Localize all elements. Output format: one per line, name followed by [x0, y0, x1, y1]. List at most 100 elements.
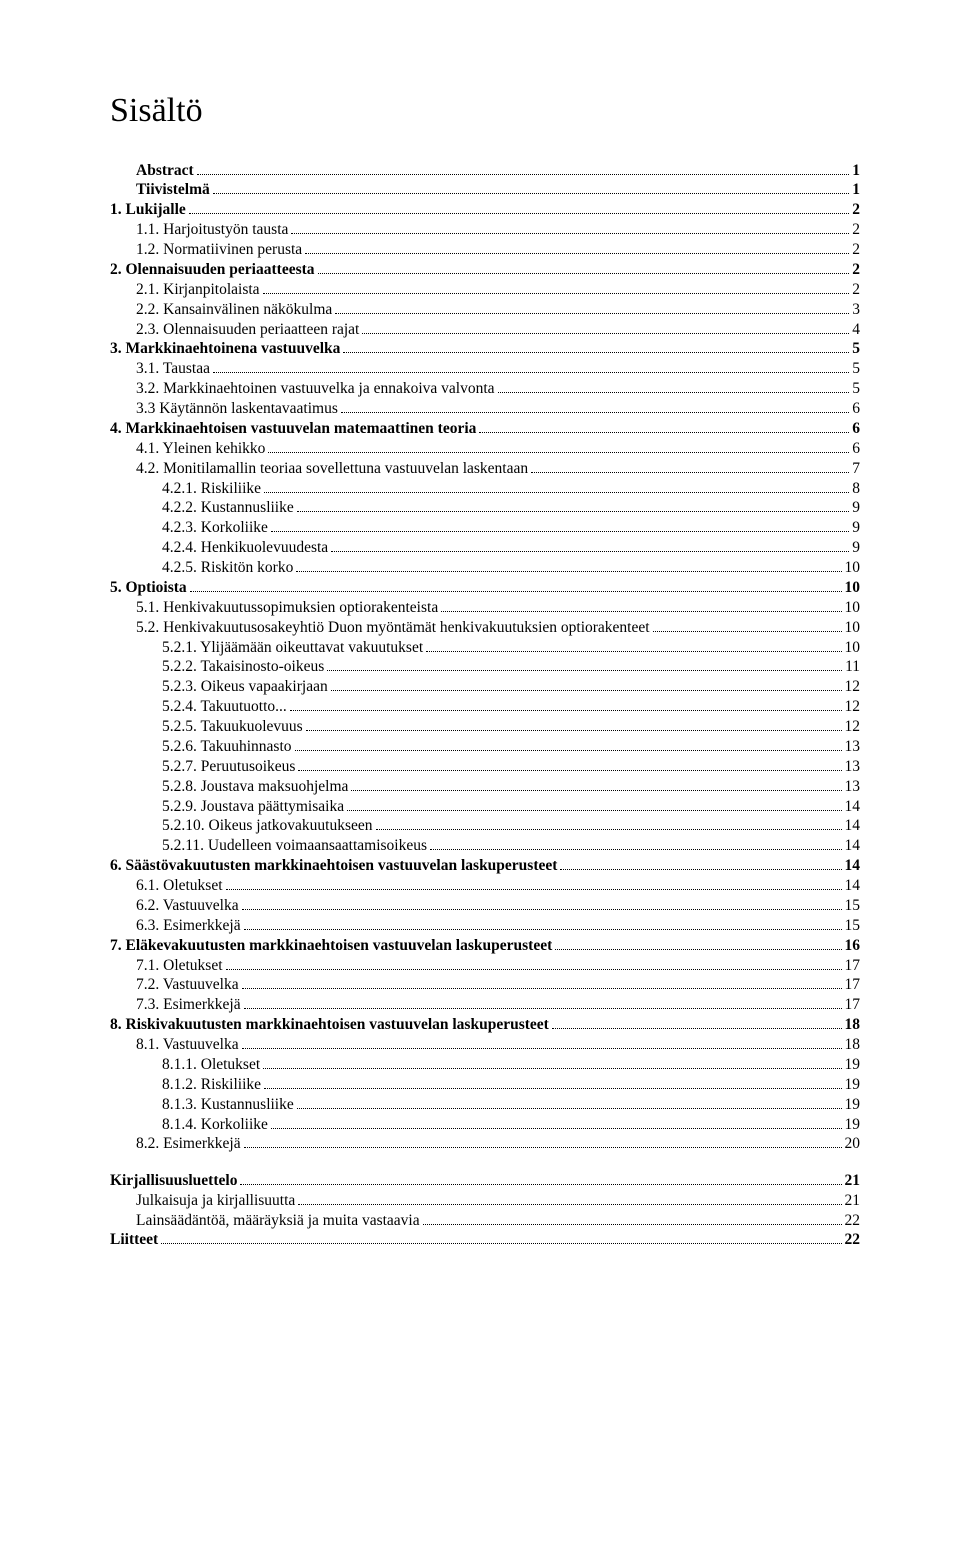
toc-row: 4.2. Monitilamallin teoriaa sovellettuna… [110, 459, 860, 478]
toc-leader-dots [306, 730, 842, 731]
toc-entry-page: 4 [852, 320, 860, 339]
toc-leader-dots [213, 372, 849, 373]
toc-entry-label: Julkaisuja ja kirjallisuutta [136, 1191, 295, 1210]
toc-entry-label: 5.2.2. Takaisinosto-oikeus [162, 657, 324, 676]
toc-entry-page: 5 [852, 379, 860, 398]
toc-entry-label: 2.3. Olennaisuuden periaatteen rajat [136, 320, 359, 339]
toc-row: 5.2.11. Uudelleen voimaansaattamisoikeus… [110, 836, 860, 855]
toc-row: 8.1. Vastuuvelka 18 [110, 1035, 860, 1054]
toc-row: 5.2.10. Oikeus jatkovakuutukseen 14 [110, 816, 860, 835]
toc-row: 5.1. Henkivakuutussopimuksien optioraken… [110, 598, 860, 617]
toc-leader-dots [426, 651, 841, 652]
toc-row: 6.1. Oletukset14 [110, 876, 860, 895]
toc-entry-page: 2 [852, 240, 860, 259]
toc-leader-dots [318, 273, 850, 274]
toc-entry-label: Tiivistelmä [136, 180, 210, 199]
toc-entry-page: 13 [845, 777, 861, 796]
toc-leader-dots [226, 889, 842, 890]
toc-leader-dots [244, 1147, 842, 1148]
toc-entry-label: 4.2. Monitilamallin teoriaa sovellettuna… [136, 459, 528, 478]
toc-row: 5.2. Henkivakuutusosakeyhtiö Duon myöntä… [110, 618, 860, 637]
toc-entry-page: 17 [845, 995, 861, 1014]
toc-entry-label: 5.2.9. Joustava päättymisaika [162, 797, 344, 816]
toc-entry-label: 8.1.3. Kustannusliike [162, 1095, 294, 1114]
toc-row: 5.2.7. Peruutusoikeus13 [110, 757, 860, 776]
toc-leader-dots [297, 1108, 842, 1109]
toc-entry-label: 2.1. Kirjanpitolaista [136, 280, 260, 299]
toc-entry-label: 8.1. Vastuuvelka [136, 1035, 239, 1054]
toc-entry-page: 11 [845, 657, 860, 676]
toc-row: 2.3. Olennaisuuden periaatteen rajat 4 [110, 320, 860, 339]
toc-entry-page: 10 [845, 558, 861, 577]
toc-row: 8.2. Esimerkkejä 20 [110, 1134, 860, 1153]
toc-entry-label: Lainsäädäntöä, määräyksiä ja muita vasta… [136, 1211, 420, 1230]
toc-row: 4.1. Yleinen kehikko6 [110, 439, 860, 458]
toc-leader-dots [295, 750, 842, 751]
toc-leader-dots [560, 869, 841, 870]
toc-row: 5.2.4. Takuutuotto...12 [110, 697, 860, 716]
toc-entry-label: 6.1. Oletukset [136, 876, 223, 895]
toc-entry-label: 8. Riskivakuutusten markkinaehtoisen vas… [110, 1015, 549, 1034]
toc-entry-page: 22 [845, 1211, 861, 1230]
toc-leader-dots [441, 611, 841, 612]
table-of-contents: Abstract1Tiivistelmä11. Lukijalle21.1. H… [110, 161, 860, 1154]
toc-row: 4.2.3. Korkoliike9 [110, 518, 860, 537]
toc-entry-label: 5.2.10. Oikeus jatkovakuutukseen [162, 816, 373, 835]
toc-entry-page: 18 [845, 1035, 861, 1054]
toc-entry-page: 20 [845, 1134, 861, 1153]
toc-entry-label: 8.1.1. Oletukset [162, 1055, 260, 1074]
toc-entry-label: 4.2.1. Riskiliike [162, 479, 261, 498]
toc-row: 8.1.2. Riskiliike19 [110, 1075, 860, 1094]
toc-leader-dots [290, 710, 842, 711]
toc-row: 3.2. Markkinaehtoinen vastuuvelka ja enn… [110, 379, 860, 398]
toc-entry-page: 22 [845, 1230, 861, 1249]
toc-row: 4. Markkinaehtoisen vastuuvelan matemaat… [110, 419, 860, 438]
toc-row: Tiivistelmä1 [110, 180, 860, 199]
toc-entry-page: 5 [852, 359, 860, 378]
toc-entry-label: 3.3 Käytännön laskentavaatimus [136, 399, 338, 418]
toc-entry-label: 5.2. Henkivakuutusosakeyhtiö Duon myöntä… [136, 618, 650, 637]
toc-entry-label: 5.2.8. Joustava maksuohjelma [162, 777, 348, 796]
toc-entry-label: 5.1. Henkivakuutussopimuksien optioraken… [136, 598, 438, 617]
toc-entry-page: 12 [845, 697, 861, 716]
toc-row: Lainsäädäntöä, määräyksiä ja muita vasta… [110, 1211, 860, 1230]
toc-entry-page: 14 [845, 797, 861, 816]
toc-entry-page: 13 [845, 737, 861, 756]
toc-entry-page: 14 [845, 816, 861, 835]
toc-row: 7.3. Esimerkkejä17 [110, 995, 860, 1014]
toc-entry-label: 6. Säästövakuutusten markkinaehtoisen va… [110, 856, 557, 875]
toc-leader-dots [271, 1128, 842, 1129]
toc-entry-label: 5.2.6. Takuuhinnasto [162, 737, 292, 756]
toc-row: 1. Lukijalle2 [110, 200, 860, 219]
toc-entry-page: 18 [845, 1015, 861, 1034]
toc-row: 4.2.4. Henkikuolevuudesta9 [110, 538, 860, 557]
toc-entry-label: 4.2.2. Kustannusliike [162, 498, 294, 517]
toc-leader-dots [271, 531, 849, 532]
toc-row: Liitteet22 [110, 1230, 860, 1249]
toc-row: 6. Säästövakuutusten markkinaehtoisen va… [110, 856, 860, 875]
toc-row: 2.2. Kansainvälinen näkökulma3 [110, 300, 860, 319]
toc-entry-page: 17 [845, 956, 861, 975]
toc-row: 7.1. Oletukset17 [110, 956, 860, 975]
toc-leader-dots [244, 929, 842, 930]
toc-entry-page: 19 [845, 1055, 861, 1074]
toc-entry-page: 9 [852, 538, 860, 557]
toc-entry-label: 7.2. Vastuuvelka [136, 975, 239, 994]
toc-leader-dots [226, 969, 842, 970]
toc-entry-label: 8.1.4. Korkoliike [162, 1115, 268, 1134]
toc-entry-page: 8 [852, 479, 860, 498]
toc-entry-page: 2 [852, 200, 860, 219]
toc-leader-dots [335, 313, 849, 314]
toc-entry-label: 8.2. Esimerkkejä [136, 1134, 241, 1153]
toc-leader-dots [351, 790, 841, 791]
toc-entry-page: 7 [852, 459, 860, 478]
toc-entry-label: 4.2.5. Riskitön korko [162, 558, 293, 577]
toc-leader-dots [327, 670, 842, 671]
toc-leader-dots [190, 591, 842, 592]
toc-leader-dots [343, 352, 849, 353]
toc-row: 6.2. Vastuuvelka15 [110, 896, 860, 915]
toc-row: 5.2.8. Joustava maksuohjelma 13 [110, 777, 860, 796]
toc-entry-label: 3.2. Markkinaehtoinen vastuuvelka ja enn… [136, 379, 495, 398]
toc-leader-dots [331, 690, 842, 691]
toc-row: 5.2.5. Takuukuolevuus12 [110, 717, 860, 736]
